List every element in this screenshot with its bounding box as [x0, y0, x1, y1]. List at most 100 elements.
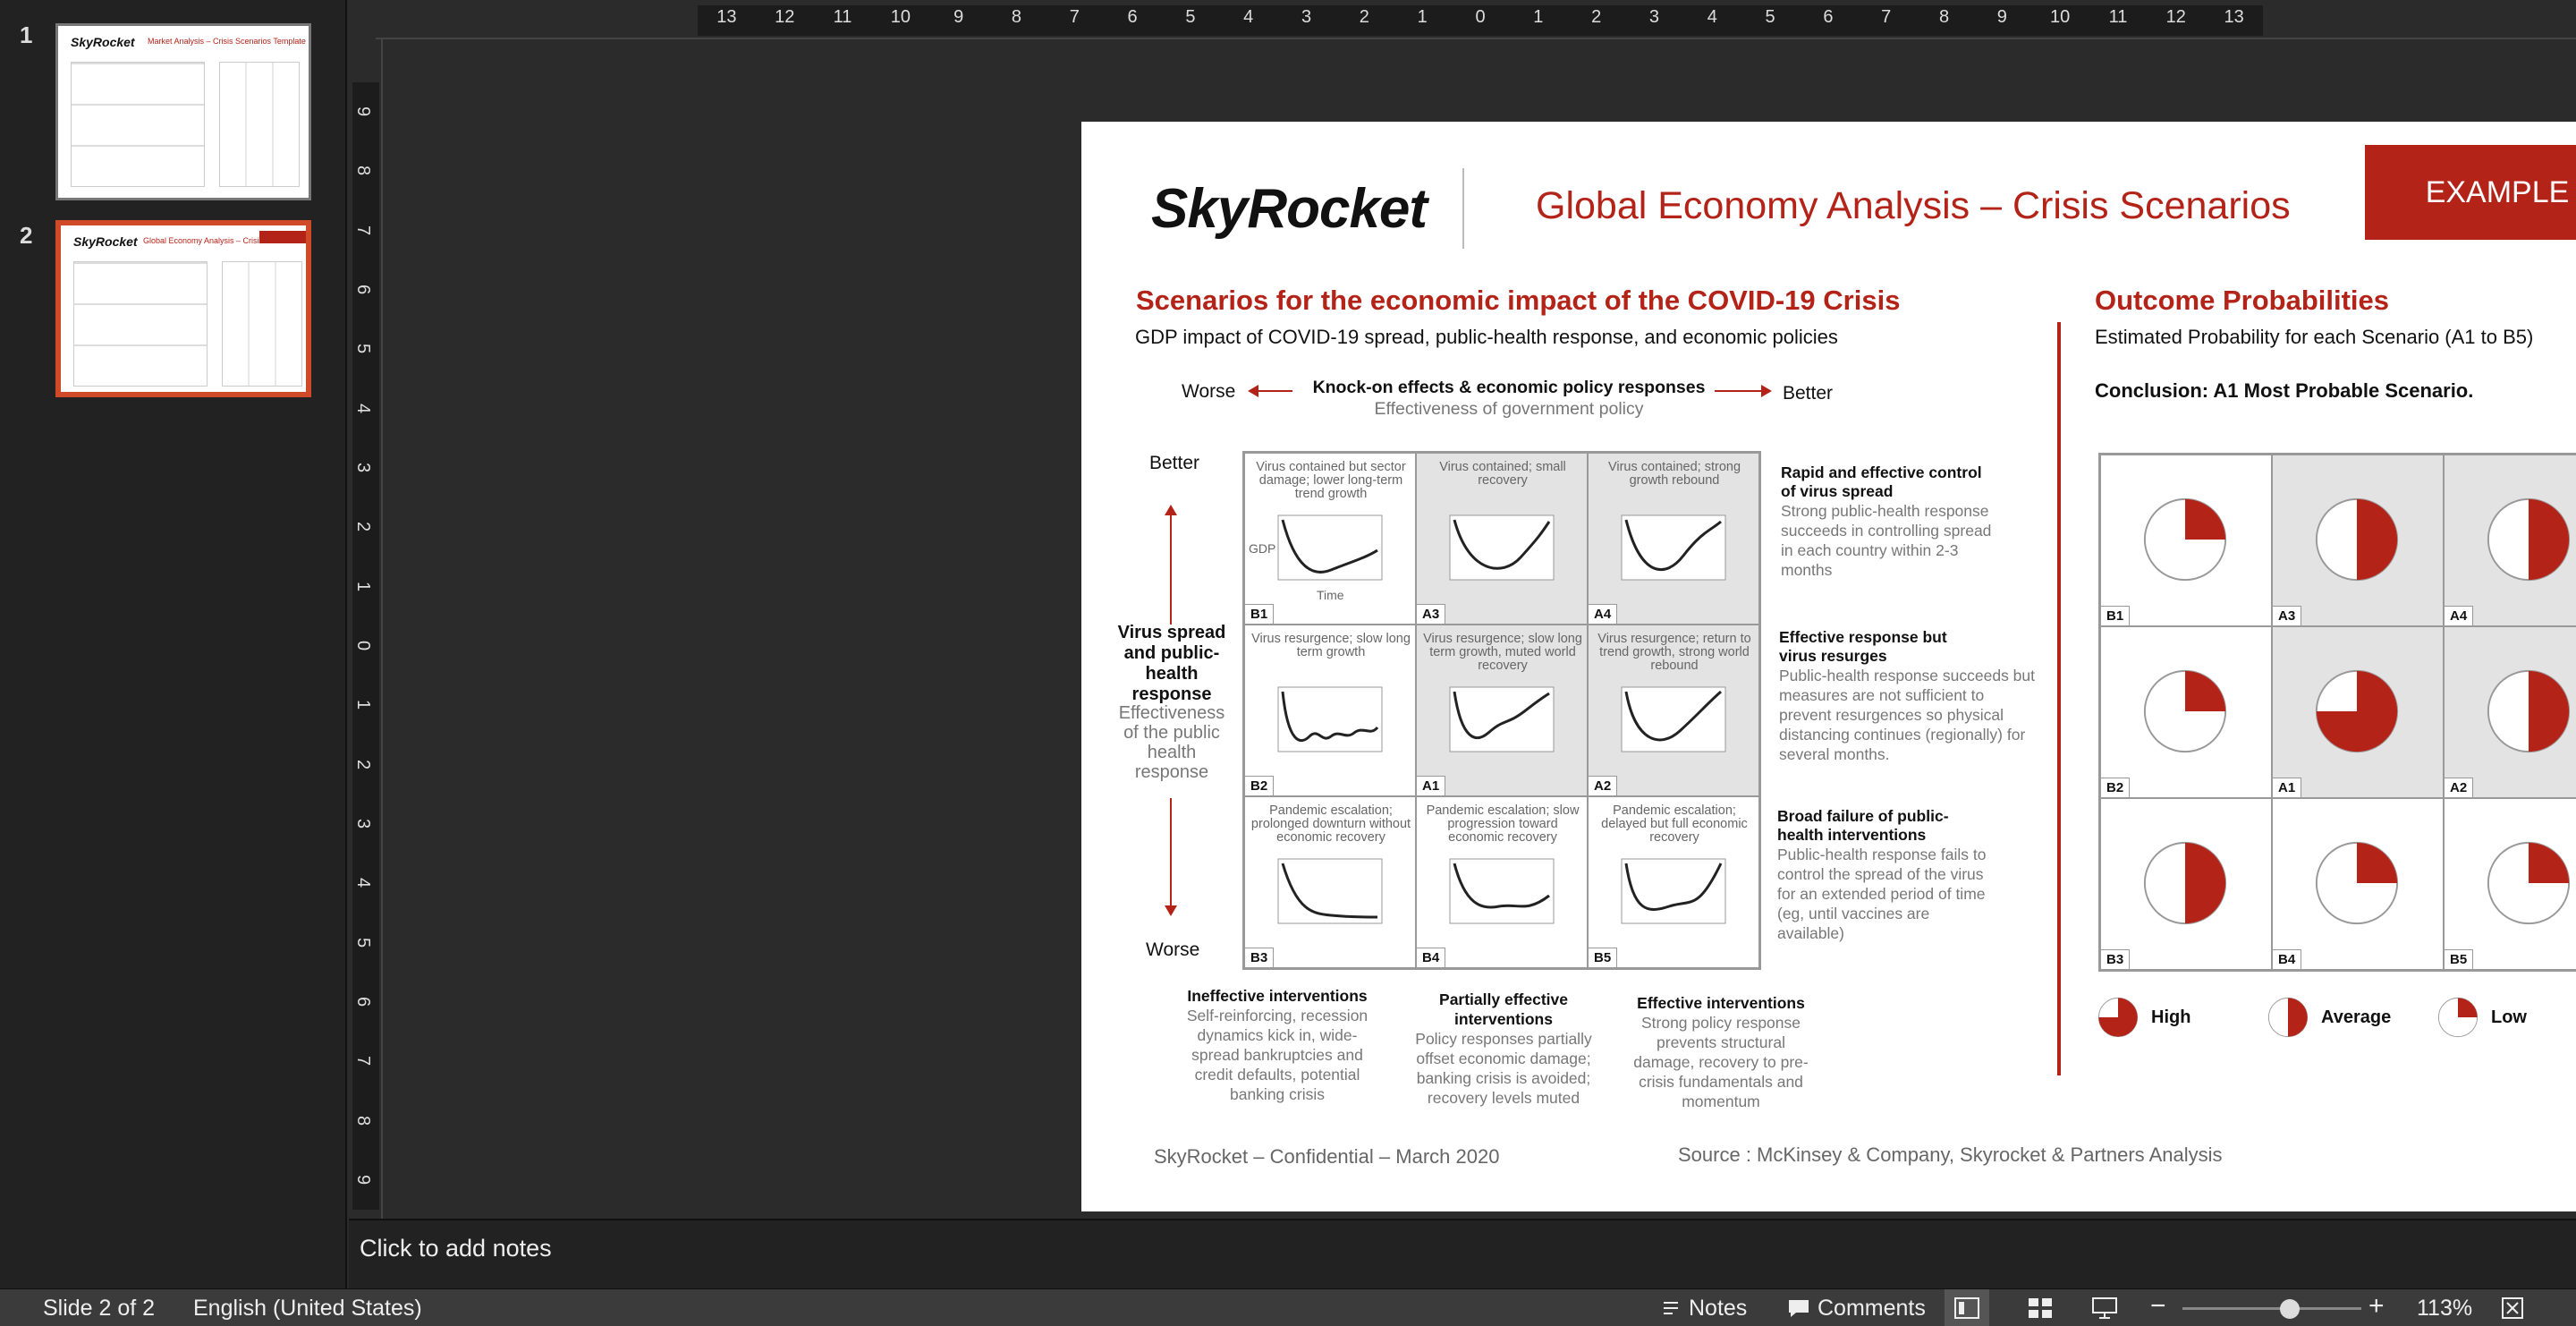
- ruler-tick-label: 8: [353, 1115, 374, 1126]
- ruler-tick-label: 6: [353, 996, 374, 1007]
- gdp-curve: [1624, 863, 1723, 911]
- pie-holder: [2314, 497, 2400, 582]
- legend-item-low: Low: [2437, 997, 2527, 1038]
- probability-legend: High Average Low: [2097, 997, 2576, 1050]
- row-desc-body: Strong public-health response succeeds i…: [1781, 502, 1992, 579]
- chart-frame: [1277, 858, 1383, 924]
- zoom-slider-knob[interactable]: [2280, 1299, 2300, 1319]
- zoom-level[interactable]: 113%: [2417, 1296, 2473, 1321]
- pie-slice: [2185, 670, 2226, 711]
- scenario-cell-b5: Pandemic escalation; delayed but full ec…: [1588, 796, 1759, 968]
- ruler-tick-label: 1: [353, 581, 374, 591]
- slide[interactable]: SkyRocket Global Economy Analysis – Cris…: [1081, 122, 2576, 1211]
- ruler-tick-label: 5: [353, 937, 374, 948]
- pie-slice: [2316, 670, 2398, 752]
- presenter-view-button[interactable]: [2091, 1296, 2118, 1326]
- slide-sorter-button[interactable]: [2027, 1296, 2054, 1326]
- horizontal-ruler[interactable]: 13 12 11 10 9 8 7 6 5 4 3 2 1 0 1 2 3 4 5 6 7 8 9 10 11 12 13: [376, 0, 2576, 39]
- slide-thumbnail-2[interactable]: SkyRocket Global Economy Analysis – Cris…: [55, 220, 311, 397]
- col-desc-heading: Effective interventions: [1637, 994, 1805, 1012]
- zoom-slider[interactable]: [2182, 1307, 2361, 1310]
- row-desc-1: Rapid and effective control of virus spr…: [1781, 463, 1996, 580]
- scenario-tag: A3: [1417, 604, 1446, 624]
- scenario-tag: A3: [2273, 606, 2302, 625]
- presentation-icon: [2092, 1297, 2117, 1319]
- ruler-tick-label: 10: [2050, 7, 2071, 27]
- scenario-grid: Virus contained but sector damage; lower…: [1242, 451, 1761, 970]
- ruler-tick-label: 4: [1707, 7, 1717, 27]
- col-desc-body: Strong policy response prevents structur…: [1633, 1014, 1809, 1110]
- ruler-tick-label: 9: [953, 7, 964, 27]
- col-desc-heading: Partially effective interventions: [1439, 990, 1568, 1028]
- scenario-caption: Virus resurgence; slow long term growth: [1251, 632, 1411, 659]
- normal-view-button[interactable]: [1945, 1289, 1989, 1326]
- status-bar: Slide 2 of 2 English (United States) Not…: [0, 1288, 2576, 1326]
- scenario-caption: Virus resurgence; return to trend growth…: [1597, 632, 1751, 673]
- v-axis-subtitle: Effectiveness of the public health respo…: [1118, 703, 1225, 782]
- ruler-tick-label: 9: [353, 106, 374, 117]
- chart-frame: [1621, 686, 1726, 752]
- language-indicator[interactable]: English (United States): [193, 1296, 422, 1321]
- scenario-cell-b1: Virus contained but sector damage; lower…: [1244, 453, 1416, 625]
- ruler-tick-label: 5: [353, 344, 374, 354]
- scenario-tag: B4: [2273, 949, 2302, 969]
- col-desc-1: Ineffective interventions Self-reinforci…: [1178, 986, 1377, 1104]
- scenarios-subtitle: GDP impact of COVID-19 spread, public-he…: [1135, 326, 1838, 348]
- conclusion-text: Conclusion: A1 Most Probable Scenario.: [2095, 379, 2474, 402]
- pie-slice: [2288, 998, 2308, 1037]
- zoom-out-button[interactable]: −: [2150, 1291, 2166, 1321]
- ruler-tick-label: 6: [353, 285, 374, 295]
- notes-button-label: Notes: [1689, 1295, 1748, 1321]
- pie-slice: [2185, 842, 2226, 924]
- ruler-tick-label: 4: [1243, 7, 1254, 27]
- gdp-curve: [1453, 519, 1551, 570]
- chart-frame: [1277, 686, 1383, 752]
- gdp-curve-chart: [1277, 686, 1383, 752]
- scenario-tag: B4: [1417, 948, 1446, 967]
- scenario-cell-a2: Virus resurgence; return to trend growth…: [1588, 625, 1759, 796]
- notes-pane[interactable]: Click to add notes: [349, 1219, 2576, 1288]
- probability-pie: [2487, 669, 2571, 753]
- scenario-tag: B2: [1245, 776, 1275, 795]
- probability-pie: [2143, 497, 2227, 582]
- notes-button[interactable]: Notes: [1660, 1293, 1747, 1323]
- thumbnail-logo: SkyRocket: [73, 234, 138, 249]
- pie-holder: [2142, 497, 2228, 582]
- slide-thumbnail-1[interactable]: SkyRocket Market Analysis – Crisis Scena…: [55, 23, 311, 200]
- pie-slice: [2529, 670, 2570, 752]
- col-desc-3: Effective interventions Strong policy re…: [1627, 993, 1815, 1111]
- scenario-tag: B2: [2101, 778, 2131, 797]
- ruler-scale: 9 8 7 6 5 4 3 2 1 0 1 2 3 4 5 6 7 8 9: [352, 82, 379, 1210]
- scenario-cell-a3: Virus contained; small recovery A3: [1416, 453, 1588, 625]
- zoom-in-button[interactable]: +: [2368, 1291, 2385, 1321]
- pie-holder: [2486, 497, 2572, 582]
- legend-label: High: [2151, 1007, 2191, 1027]
- thumbnail-badge: [259, 231, 306, 243]
- section-divider: [2057, 322, 2061, 1075]
- scenario-cell-a4: Virus contained; strong growth rebound A4: [1588, 453, 1759, 625]
- ruler-tick-label: 2: [1359, 7, 1369, 27]
- v-axis-title: Virus spread and public-health response: [1117, 623, 1226, 704]
- notes-icon: [1664, 1302, 1678, 1314]
- col-desc-2: Partially effective interventions Policy…: [1409, 990, 1598, 1108]
- gdp-curve-chart: [1621, 514, 1726, 581]
- notes-placeholder[interactable]: Click to add notes: [360, 1235, 552, 1262]
- ruler-tick-label: 4: [353, 403, 374, 413]
- probability-cell-a2: A2: [2444, 626, 2576, 798]
- probability-cell-b3: B3: [2100, 798, 2272, 970]
- scenario-cell-b3: Pandemic escalation; prolonged downturn …: [1244, 796, 1416, 968]
- pie-slice: [2185, 498, 2226, 540]
- slide-editor-canvas[interactable]: SkyRocket Global Economy Analysis – Cris…: [385, 39, 2576, 1219]
- probability-cell-b1: B1: [2100, 455, 2272, 626]
- time-axis-label: Time: [1317, 588, 1344, 602]
- axis-subtitle: Effectiveness of government policy: [1374, 399, 1644, 419]
- comments-button[interactable]: Comments: [1787, 1293, 1926, 1323]
- vertical-ruler[interactable]: 9 8 7 6 5 4 3 2 1 0 1 2 3 4 5 6 7 8 9: [347, 39, 383, 1219]
- slide-thumbnail-pane[interactable]: 1 SkyRocket Market Analysis – Crisis Sce…: [0, 0, 347, 1288]
- ruler-tick-label: 7: [353, 225, 374, 235]
- row-desc-heading: Rapid and effective control of virus spr…: [1781, 463, 1982, 500]
- ruler-tick-label: 10: [890, 7, 911, 27]
- fit-to-window-button[interactable]: [2501, 1296, 2524, 1326]
- scenario-caption: Pandemic escalation; delayed but full ec…: [1601, 803, 1748, 845]
- pie-holder: [2142, 668, 2228, 754]
